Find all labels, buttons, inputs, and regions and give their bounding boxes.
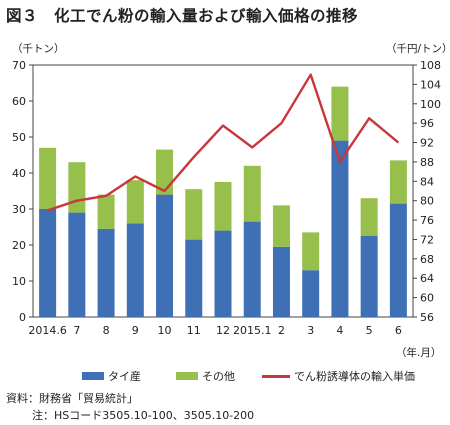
bar-thai [243,221,261,317]
source-note: 資料：財務省「貿易統計」 [6,392,138,405]
footnote: 注：HSコード3505.10-100、3505.10-200 [32,409,255,422]
bar-thai [360,236,378,317]
bar-thai [331,140,349,317]
right-axis-tick-label: 84 [420,175,434,188]
bar-other [68,162,86,213]
legend-swatch-price [262,374,290,378]
x-axis-tick-label: 2015.1 [233,324,272,337]
x-axis-tick-label: 10 [158,324,172,337]
bar-thai [126,223,144,317]
bar-thai [185,239,203,317]
chart-title: 図３ 化工でん粉の輸入量および輸入価格の推移 [6,7,359,25]
x-axis-tick-label: 8 [103,324,110,337]
x-axis-tick-label: 3 [307,324,314,337]
x-axis-tick-label: 7 [73,324,80,337]
bar-other [331,86,349,141]
x-axis-tick-label: 6 [395,324,402,337]
bar-thai [214,230,232,317]
legend: タイ産 その他 でん粉誘導体の輸入単価 [0,368,450,384]
series-line-price [47,73,400,212]
right-axis-tick-label: 76 [420,214,434,227]
left-axis-tick-label: 30 [12,203,26,216]
right-axis-tick-label: 108 [420,59,441,72]
legend-item-price: でん粉誘導体の輸入単価 [262,368,415,384]
bar-thai [302,270,320,317]
right-axis-unit: （千円/トン） [386,43,450,55]
left-axis-unit: （千トン） [12,43,65,55]
bar-other [360,198,378,236]
right-axis-tick-label: 96 [420,117,434,130]
left-axis-tick-label: 0 [19,311,26,324]
right-axis-tick-label: 68 [420,253,434,266]
legend-item-other: その他 [176,368,235,384]
legend-label-other: その他 [202,370,235,383]
legend-swatch-other [176,372,198,380]
left-axis-tick-label: 40 [12,167,26,180]
left-axis-tick-label: 70 [12,59,26,72]
right-axis-tick-label: 92 [420,137,434,150]
bar-thai [389,203,407,317]
bar-other [39,147,57,209]
bar-other [156,149,174,195]
x-axis-tick-label: 2 [278,324,285,337]
x-axis-tick-label: 2014.6 [28,324,67,337]
bar-other [302,232,320,271]
bar-other [389,160,407,204]
left-axis-tick-label: 60 [12,95,26,108]
bar-thai [68,212,86,317]
right-axis-tick-label: 104 [420,78,441,91]
left-axis-tick-label: 50 [12,131,26,144]
x-axis-tick-label: 4 [336,324,343,337]
right-axis-tick-label: 88 [420,156,434,169]
x-axis-tick-label: 9 [132,324,139,337]
right-axis-tick-label: 60 [420,292,434,305]
left-axis-tick-label: 20 [12,239,26,252]
right-axis-tick-label: 80 [420,195,434,208]
bar-other [243,165,261,222]
bar-other [272,205,290,247]
left-axis-tick-label: 10 [12,275,26,288]
bar-other [185,189,203,240]
right-axis-tick-label: 72 [420,233,434,246]
right-axis-tick-label: 56 [420,311,434,324]
x-axis-tick-label: 12 [216,324,230,337]
legend-label-price: でん粉誘導体の輸入単価 [294,370,415,383]
legend-item-thai: タイ産 [82,368,141,384]
bar-other [97,194,115,229]
right-axis-tick-label: 100 [420,98,441,111]
bar-thai [39,209,57,317]
bar-thai [272,246,290,317]
legend-label-thai: タイ産 [108,370,141,383]
legend-swatch-thai [82,372,104,380]
bar-thai [97,228,115,317]
right-axis-tick-label: 64 [420,272,434,285]
x-axis-tick-label: 5 [366,324,373,337]
bar-other [126,180,144,224]
x-axis-unit: （年.月） [396,347,442,359]
x-axis-tick-label: 11 [187,324,201,337]
bar-thai [156,194,174,317]
bar-other [214,182,232,231]
